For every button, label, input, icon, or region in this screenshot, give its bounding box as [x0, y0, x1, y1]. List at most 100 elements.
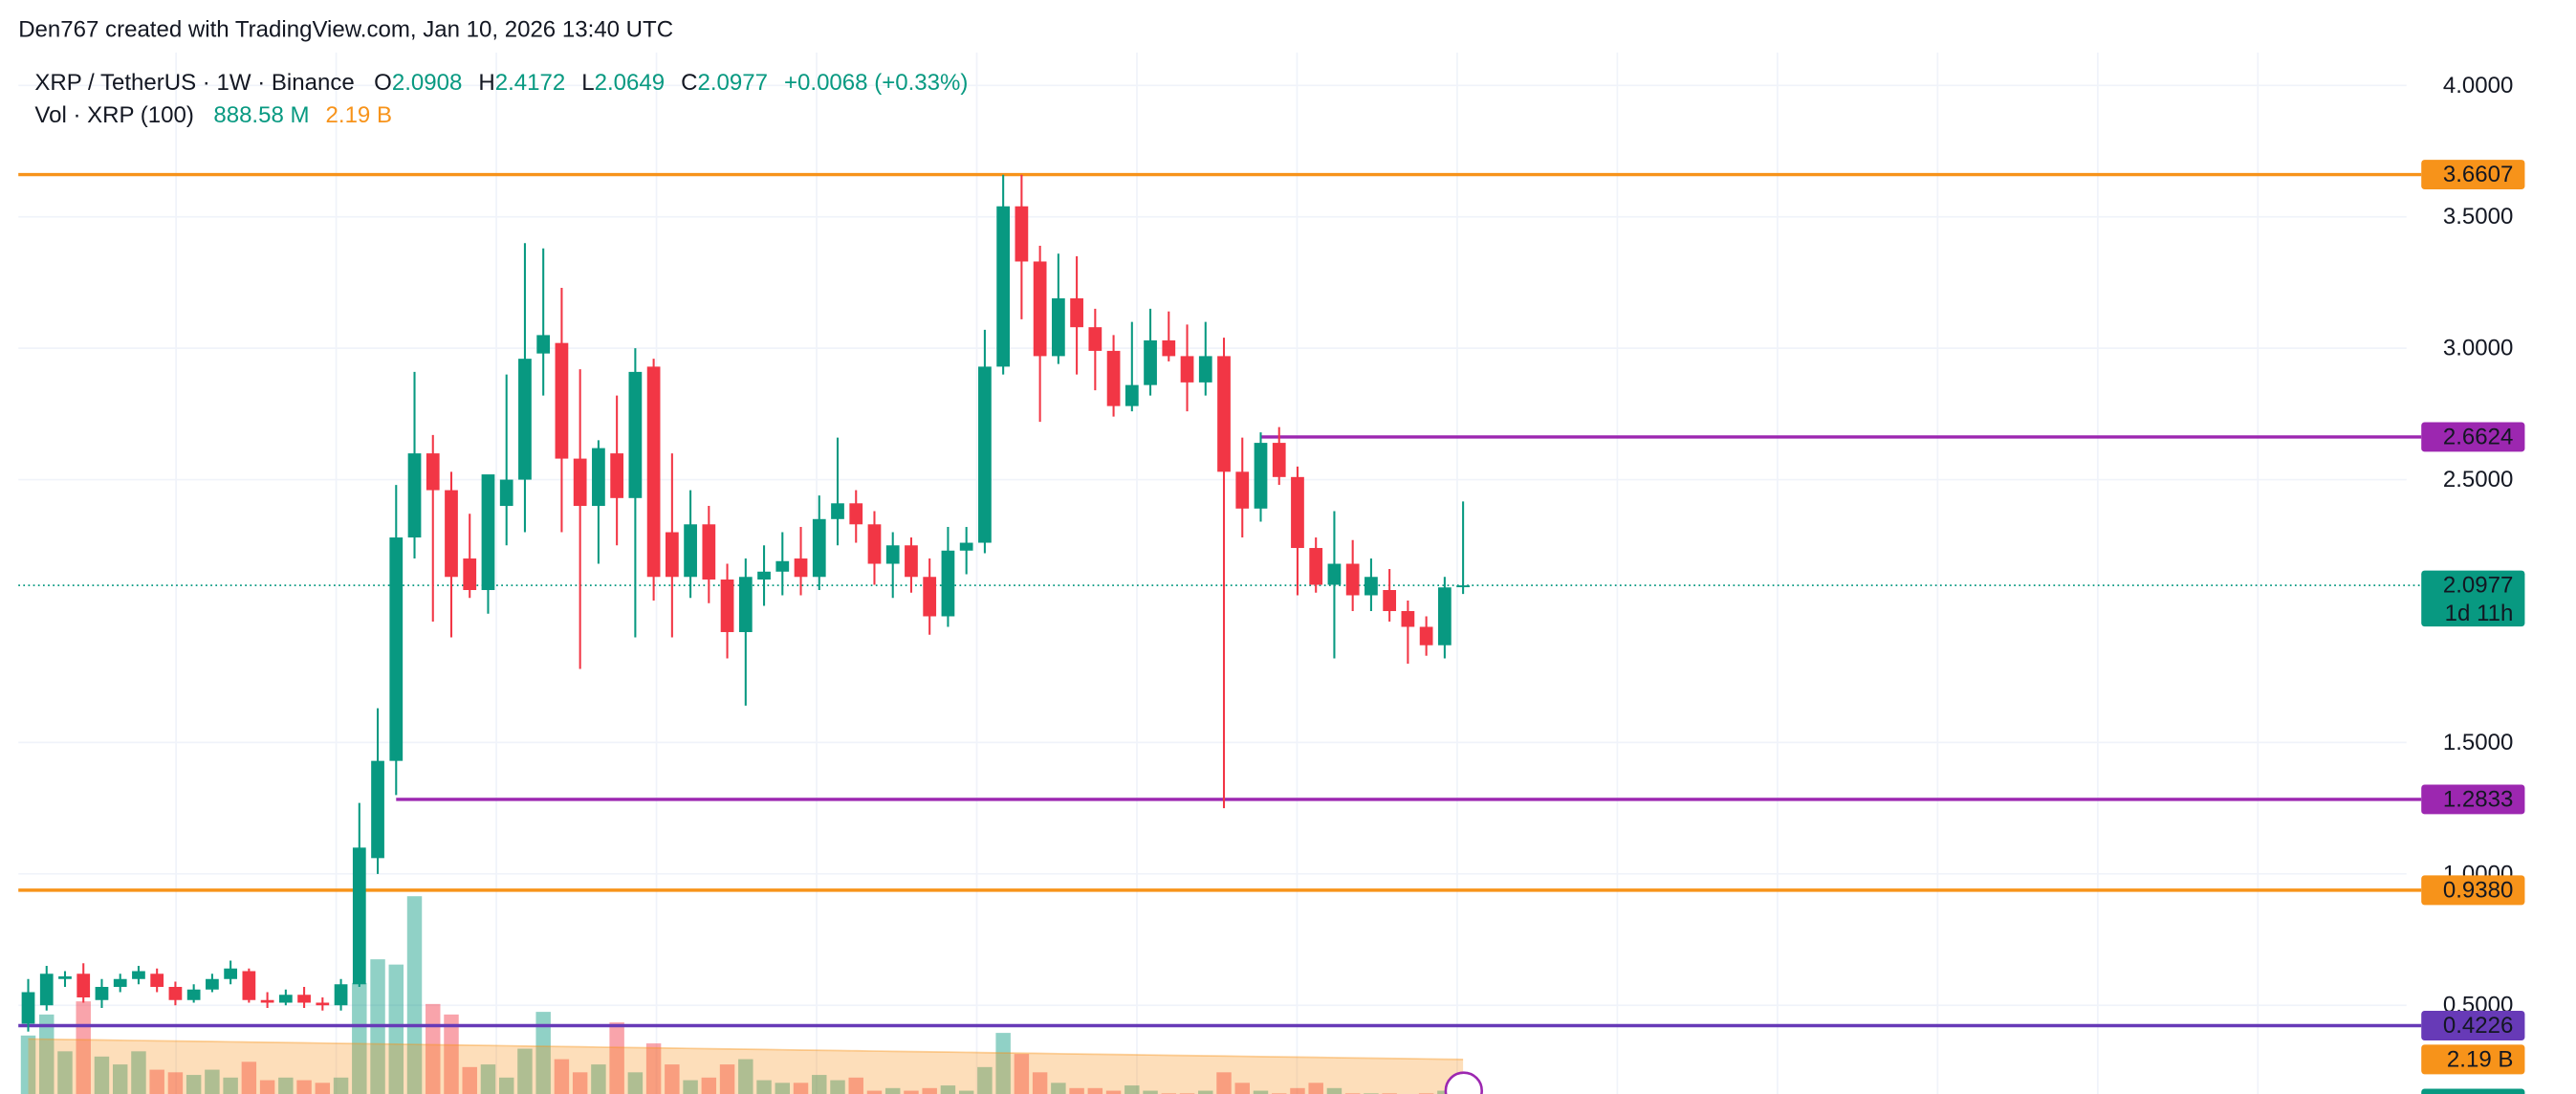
legend: XRP / TetherUS · 1W · Binance O2.0908 H2…	[34, 69, 968, 95]
volume-bar	[406, 896, 423, 1094]
legend-label: H	[478, 69, 494, 95]
candle-body	[316, 1002, 330, 1006]
legend-value: 2.0908	[392, 69, 463, 95]
volume-bar	[977, 1066, 993, 1094]
candle-body	[1088, 327, 1102, 351]
volume-bar	[1032, 1072, 1048, 1094]
candle-body	[978, 366, 992, 543]
candle-body	[445, 490, 458, 578]
candle-body	[610, 453, 624, 498]
candle-body	[1217, 356, 1231, 472]
volume-bar	[167, 1072, 184, 1094]
volume-bar	[830, 1080, 845, 1094]
candle-body	[1235, 471, 1250, 509]
legend-label: O	[374, 69, 392, 95]
volume-bar	[223, 1077, 238, 1094]
candle-body	[1033, 261, 1047, 357]
candle-body	[224, 968, 238, 979]
volume-value: 888.58 M	[213, 102, 309, 128]
volume-bar	[719, 1064, 735, 1094]
candle-body	[21, 992, 35, 1024]
symbol: XRP / TetherUS · 1W · Binance	[34, 69, 354, 95]
volume-bar	[572, 1072, 588, 1094]
candle-body	[426, 453, 440, 491]
volume-bar	[940, 1085, 956, 1094]
volume-bar	[296, 1080, 312, 1094]
volume-bar	[1124, 1085, 1140, 1094]
volume-bar	[1326, 1087, 1343, 1094]
volume-bar	[352, 982, 367, 1094]
candle-body	[518, 359, 532, 480]
volume-bar	[149, 1069, 164, 1094]
candle-body	[738, 577, 753, 632]
candle-body	[297, 995, 311, 1003]
volume-bar	[645, 1043, 662, 1094]
candle-body	[573, 458, 587, 507]
level-label-box	[2421, 422, 2525, 452]
candle-body	[1015, 206, 1029, 262]
legend-label: C	[681, 69, 697, 95]
candle-body	[1051, 297, 1065, 357]
volume-bar	[1087, 1087, 1103, 1094]
candle-body	[168, 987, 183, 1000]
volume-ma-label: 2.19 B	[2447, 1046, 2513, 1072]
volume-bar	[241, 1061, 257, 1094]
y-tick-label: 2.5000	[2443, 467, 2514, 492]
volume-bar	[498, 1077, 514, 1094]
candle-body	[1364, 577, 1378, 596]
candle-body	[1383, 590, 1397, 611]
level-label: 0.9380	[2443, 877, 2514, 903]
candle-body	[684, 524, 697, 578]
volume-bar	[904, 1090, 919, 1094]
volume-bar	[958, 1090, 974, 1094]
volume-bar	[1216, 1072, 1232, 1094]
candle-body	[95, 987, 109, 1000]
candle-body	[481, 474, 495, 591]
candle-body	[905, 545, 918, 578]
candle-body	[206, 978, 219, 990]
volume-bar	[535, 1012, 551, 1094]
volume-bar	[1198, 1090, 1213, 1094]
volume-bar	[1069, 1087, 1084, 1094]
volume-bar	[1308, 1083, 1323, 1094]
candle-body	[352, 847, 366, 985]
candle-body	[1401, 610, 1415, 627]
candle-body	[885, 545, 900, 564]
level-label-box	[2421, 784, 2525, 815]
volume-bar	[259, 1080, 275, 1094]
level-label: 3.6607	[2443, 162, 2514, 187]
level-label: 0.4226	[2443, 1013, 2514, 1039]
last-price-label: 2.0977	[2443, 573, 2514, 599]
volume-bar	[701, 1077, 717, 1094]
candle-body	[389, 537, 404, 761]
candle-body	[775, 560, 790, 572]
volume-bar	[315, 1083, 331, 1094]
candle-body	[1456, 585, 1470, 588]
marker-icon[interactable]	[1444, 1071, 1483, 1094]
level-label-box	[2421, 1011, 2525, 1040]
volume-bar	[462, 1066, 477, 1094]
volume-bar	[444, 1014, 459, 1094]
volume-bar	[1051, 1083, 1066, 1094]
candle-body	[812, 518, 826, 578]
candle-body	[407, 453, 422, 538]
candle-body	[186, 989, 201, 1000]
volume-bar	[609, 1022, 624, 1094]
volume-bar	[278, 1077, 294, 1094]
legend-value: 2.4172	[495, 69, 566, 95]
volume-bar	[57, 1051, 73, 1094]
candle-body	[849, 503, 863, 525]
candle-body	[39, 974, 54, 1006]
candle-body	[646, 366, 661, 578]
volume-bar	[738, 1059, 753, 1094]
candle-body	[1106, 350, 1121, 406]
candle-body	[499, 479, 513, 507]
candle-body	[794, 558, 808, 578]
volume-bar	[131, 1051, 146, 1094]
candle-body	[555, 342, 569, 459]
legend-value: 2.0977	[697, 69, 768, 95]
candle-body	[867, 524, 882, 564]
volume-bar	[1253, 1090, 1269, 1094]
